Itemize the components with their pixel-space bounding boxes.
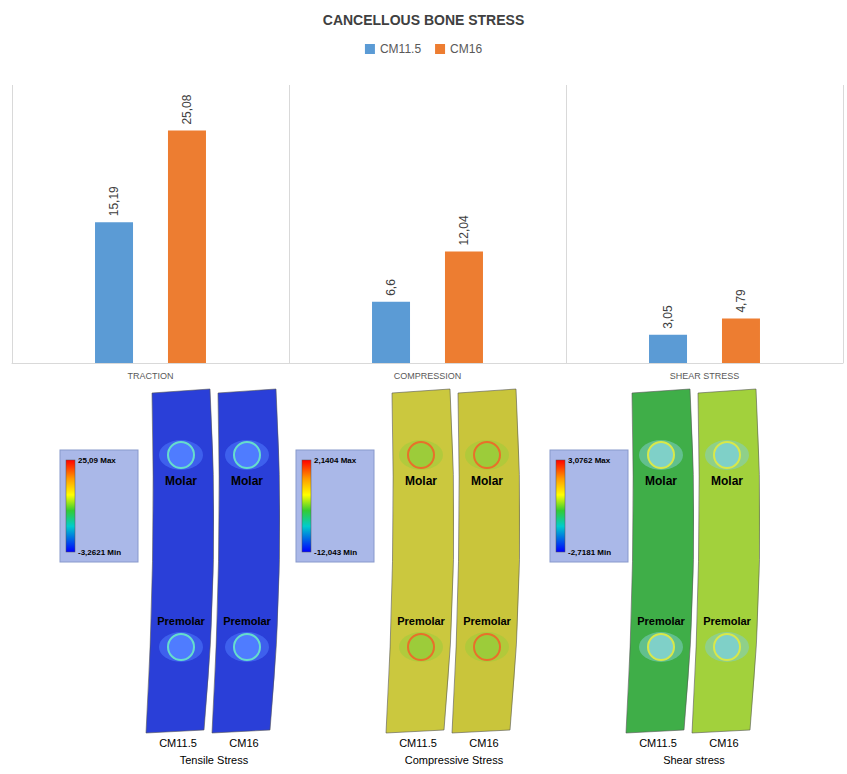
- svg-text:SHEAR STRESS: SHEAR STRESS: [670, 371, 740, 381]
- svg-text:-12,043 Min: -12,043 Min: [314, 548, 357, 557]
- svg-text:Premolar: Premolar: [397, 615, 445, 627]
- svg-text:CM11.5: CM11.5: [159, 737, 197, 749]
- svg-text:Molar: Molar: [711, 474, 743, 488]
- svg-text:CM11.5: CM11.5: [639, 737, 677, 749]
- svg-text:15,19: 15,19: [107, 186, 121, 216]
- svg-text:Shear stress: Shear stress: [663, 754, 725, 766]
- svg-text:25,08: 25,08: [180, 94, 194, 124]
- svg-text:Molar: Molar: [165, 474, 197, 488]
- svg-text:Premolar: Premolar: [637, 615, 685, 627]
- svg-text:Molar: Molar: [645, 474, 677, 488]
- svg-text:Premolar: Premolar: [463, 615, 511, 627]
- svg-text:TRACTION: TRACTION: [128, 371, 174, 381]
- svg-text:CM11.5: CM11.5: [380, 42, 421, 56]
- svg-text:Molar: Molar: [471, 474, 503, 488]
- svg-text:3,05: 3,05: [661, 305, 675, 329]
- svg-text:CANCELLOUS BONE STRESS: CANCELLOUS BONE STRESS: [323, 12, 524, 28]
- svg-text:12,04: 12,04: [457, 215, 471, 245]
- svg-text:Tensile Stress: Tensile Stress: [180, 754, 249, 766]
- svg-text:CM16: CM16: [469, 737, 498, 749]
- svg-text:4,79: 4,79: [734, 289, 748, 313]
- svg-text:25,09 Max: 25,09 Max: [78, 456, 116, 465]
- svg-text:6,6: 6,6: [384, 279, 398, 296]
- svg-text:COMPRESSION: COMPRESSION: [394, 371, 462, 381]
- svg-text:-3,2621 Min: -3,2621 Min: [78, 548, 121, 557]
- svg-text:CM11.5: CM11.5: [399, 737, 437, 749]
- svg-text:Premolar: Premolar: [223, 615, 271, 627]
- svg-text:Premolar: Premolar: [157, 615, 205, 627]
- svg-text:3,0762 Max: 3,0762 Max: [568, 456, 611, 465]
- svg-text:CM16: CM16: [229, 737, 258, 749]
- svg-text:CM16: CM16: [450, 42, 482, 56]
- svg-text:-2,7181 Min: -2,7181 Min: [568, 548, 611, 557]
- svg-text:CM16: CM16: [709, 737, 738, 749]
- svg-text:Premolar: Premolar: [703, 615, 751, 627]
- svg-text:Molar: Molar: [231, 474, 263, 488]
- svg-text:Molar: Molar: [405, 474, 437, 488]
- svg-text:Compressive Stress: Compressive Stress: [405, 754, 504, 766]
- svg-text:2,1404 Max: 2,1404 Max: [314, 456, 357, 465]
